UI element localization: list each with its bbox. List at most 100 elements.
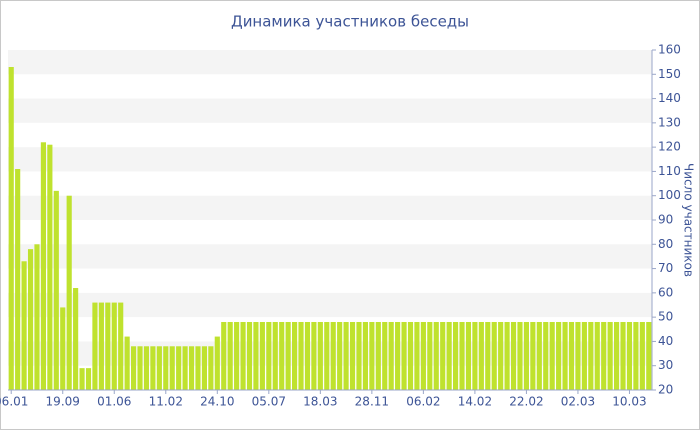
y-tick-label: 20	[658, 383, 673, 397]
y-tick-label: 130	[658, 115, 681, 129]
bar	[504, 322, 510, 390]
bar	[73, 288, 79, 390]
bar	[182, 346, 188, 390]
bar	[188, 346, 195, 390]
y-tick-label: 150	[658, 67, 681, 81]
bar	[498, 322, 504, 390]
y-tick-label: 110	[658, 164, 681, 178]
bar	[176, 346, 182, 390]
x-tick-label: 11.02	[149, 395, 183, 409]
bar	[214, 336, 220, 390]
y-tick-label: 60	[658, 285, 673, 299]
bar	[549, 322, 555, 390]
bar	[279, 322, 285, 390]
bar	[491, 322, 497, 390]
y-tick-label: 100	[658, 188, 681, 202]
bar	[607, 322, 613, 390]
bar	[523, 322, 529, 390]
bar	[201, 346, 207, 390]
bar	[510, 322, 517, 390]
bar	[124, 336, 130, 390]
bar	[34, 244, 40, 390]
bar	[639, 322, 645, 390]
bar	[626, 322, 633, 390]
bar	[79, 368, 85, 390]
bar	[575, 322, 581, 390]
bar	[311, 322, 317, 390]
bar	[66, 195, 72, 390]
bar	[330, 322, 336, 390]
bar	[317, 322, 323, 390]
bar	[292, 322, 298, 390]
bar	[343, 322, 349, 390]
bar	[446, 322, 452, 390]
bar	[453, 322, 459, 390]
x-tick-label: 02.03	[561, 395, 595, 409]
bar	[298, 322, 304, 390]
bar	[568, 322, 575, 390]
bar	[131, 346, 137, 390]
x-tick-label: 18.03	[303, 395, 337, 409]
bar	[556, 322, 562, 390]
x-tick-label: 10.03	[612, 395, 646, 409]
bar	[285, 322, 291, 390]
y-tick-label: 160	[658, 43, 681, 57]
bar	[414, 322, 420, 390]
bar	[382, 322, 388, 390]
bar	[472, 322, 478, 390]
y-tick-label: 50	[658, 310, 673, 324]
bar	[427, 322, 433, 390]
bar	[581, 322, 587, 390]
bar	[253, 322, 259, 390]
x-tick-label: 19.09	[46, 395, 80, 409]
bar	[465, 322, 472, 390]
bar	[195, 346, 201, 390]
bar	[98, 302, 104, 390]
bar	[27, 249, 34, 390]
y-tick-label: 90	[658, 213, 673, 227]
bar	[240, 322, 246, 390]
bar	[111, 302, 117, 390]
bar	[105, 302, 111, 390]
y-tick-label: 140	[658, 91, 681, 105]
bar	[375, 322, 381, 390]
bar	[433, 322, 439, 390]
x-tick-label: 06.02	[406, 395, 440, 409]
bar	[407, 322, 414, 390]
bar	[594, 322, 600, 390]
y-tick-label: 40	[658, 334, 673, 348]
bar	[478, 322, 484, 390]
x-tick-label: 28.11	[355, 395, 389, 409]
bar	[614, 322, 620, 390]
x-tick-label: 22.02	[509, 395, 543, 409]
y-tick-label: 70	[658, 261, 673, 275]
bar	[304, 322, 311, 390]
bar	[356, 322, 362, 390]
bar	[543, 322, 549, 390]
bar	[234, 322, 240, 390]
bar	[15, 169, 21, 390]
grid-band	[8, 292, 652, 318]
x-tick-label: 01.06	[97, 395, 131, 409]
bar	[118, 302, 124, 390]
bar	[459, 322, 465, 390]
bar	[150, 346, 156, 390]
y-tick-label: 120	[658, 140, 681, 154]
bar	[530, 322, 536, 390]
bar	[388, 322, 394, 390]
x-tick-label: 24.10	[200, 395, 234, 409]
bar	[53, 190, 59, 390]
bar	[420, 322, 426, 390]
bar	[633, 322, 639, 390]
bar	[362, 322, 368, 390]
bar	[337, 322, 343, 390]
chart-title: Динамика участников беседы	[231, 13, 469, 31]
bar	[47, 144, 53, 390]
bar	[8, 67, 14, 390]
x-tick-label: 05.07	[252, 395, 286, 409]
bar	[259, 322, 265, 390]
bar	[517, 322, 523, 390]
bar	[163, 346, 169, 390]
grid-band	[8, 244, 652, 269]
bar	[401, 322, 407, 390]
